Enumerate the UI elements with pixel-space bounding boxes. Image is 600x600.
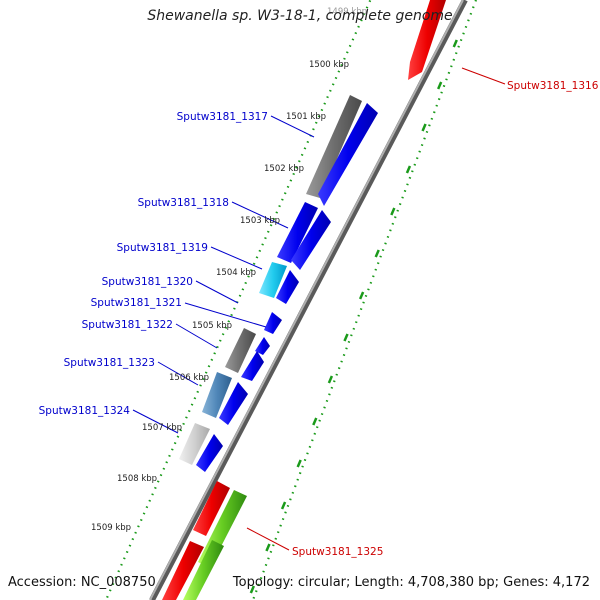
gene-sputw3181-1322-fwd[interactable] bbox=[255, 337, 270, 355]
gene-label-connector bbox=[461, 67, 506, 85]
gene-label[interactable]: Sputw3181_1319 bbox=[117, 242, 208, 254]
gene-sputw3181-1316[interactable] bbox=[408, 0, 446, 80]
gene-label-connector bbox=[210, 246, 263, 270]
ruler-tick-label: 1502 kbp bbox=[264, 164, 304, 174]
inner-rail-dash bbox=[280, 501, 287, 510]
accession-label: Accession: NC_008750 bbox=[8, 575, 156, 590]
gene-label[interactable]: Sputw3181_1317 bbox=[177, 111, 268, 123]
ruler-tick-label: 1500 kbp bbox=[309, 60, 349, 70]
gene-label[interactable]: Sputw3181_1322 bbox=[82, 319, 173, 331]
gene-forward-e[interactable] bbox=[219, 382, 248, 425]
inner-rail-dash bbox=[312, 417, 318, 426]
ruler-tick-label: 1508 kbp bbox=[117, 474, 157, 484]
gene-sputw3181-1324[interactable] bbox=[179, 423, 210, 465]
gene-label[interactable]: Sputw3181_1320 bbox=[102, 276, 193, 288]
gene-label-connector bbox=[246, 527, 290, 551]
inner-rail-dash bbox=[327, 375, 334, 384]
ruler-tick-label: 1503 kbp bbox=[240, 216, 280, 226]
ruler-tick-label: 1501 kbp bbox=[286, 112, 326, 122]
inner-rail-dash bbox=[265, 543, 271, 552]
gene-label[interactable]: Sputw3181_1321 bbox=[91, 297, 182, 309]
gene-features bbox=[162, 0, 446, 600]
gene-sputw3181-1318[interactable] bbox=[277, 202, 318, 263]
gene-label-connector bbox=[195, 280, 239, 304]
topology-label: Topology: circular; Length: 4,708,380 bp… bbox=[232, 575, 590, 590]
gene-sputw3181-1319[interactable] bbox=[259, 262, 287, 298]
gene-label-connector bbox=[270, 115, 315, 138]
backbone-line bbox=[149, 0, 468, 600]
gene-sputw3181-1323[interactable] bbox=[202, 372, 232, 418]
genome-title: Shewanella sp. W3-18-1, complete genome bbox=[147, 8, 453, 24]
gene-label[interactable]: Sputw3181_1318 bbox=[138, 197, 229, 209]
inner-rail-dash bbox=[296, 459, 302, 468]
gene-reverse-bottom-b[interactable] bbox=[162, 541, 204, 600]
gene-sputw3181-1322[interactable] bbox=[225, 328, 256, 373]
backbone-highlight bbox=[149, 0, 464, 600]
gene-forward-a[interactable] bbox=[318, 103, 378, 206]
inner-rail-dash bbox=[405, 165, 412, 174]
inner-rail-dash bbox=[249, 585, 255, 594]
gene-label[interactable]: Sputw3181_1323 bbox=[64, 357, 155, 369]
gene-label-connector bbox=[175, 323, 218, 349]
tick-rail-inner bbox=[251, 0, 478, 600]
inner-rail-dash bbox=[390, 207, 396, 216]
gene-labels: Sputw3181_1316 Sputw3181_1317 Sputw3181_13… bbox=[39, 80, 599, 558]
inner-rail-dash bbox=[437, 81, 443, 90]
gene-label-connector bbox=[157, 361, 199, 386]
inner-rail-dash bbox=[374, 249, 380, 258]
gene-label-connector bbox=[231, 201, 289, 229]
ruler-tick-label: 1507 kbp bbox=[142, 423, 182, 433]
gene-label[interactable]: Sputw3181_1316 bbox=[507, 80, 599, 92]
gene-label-connector bbox=[132, 409, 179, 434]
gene-label-connector bbox=[184, 302, 267, 328]
label-connectors bbox=[132, 67, 506, 551]
ruler-tick-label: 1506 kbp bbox=[169, 373, 209, 383]
ruler-tick-label: 1509 kbp bbox=[91, 523, 131, 533]
gene-sputw3181-1321[interactable] bbox=[264, 312, 282, 334]
gene-label[interactable]: Sputw3181_1324 bbox=[39, 405, 131, 417]
gene-label[interactable]: Sputw3181_1325 bbox=[292, 546, 383, 558]
inner-rail-dash bbox=[358, 291, 365, 300]
inner-rail-dash bbox=[421, 123, 427, 132]
gene-forward-f[interactable] bbox=[196, 434, 223, 472]
ruler-tick-label: 1499 kbp bbox=[327, 7, 367, 17]
inner-rail-dash bbox=[343, 333, 349, 342]
ruler-tick-labels: 1499 kbp 1500 kbp 1501 kbp 1502 kbp 1503 kbp… bbox=[91, 7, 367, 533]
gene-sputw3181-1317[interactable] bbox=[306, 95, 362, 198]
inner-rail-dash bbox=[452, 39, 458, 48]
gene-reverse-bottom-a[interactable] bbox=[193, 481, 230, 536]
ruler-tick-label: 1504 kbp bbox=[216, 268, 256, 278]
gene-forward-d[interactable] bbox=[241, 351, 264, 381]
ruler-tick-label: 1505 kbp bbox=[192, 321, 232, 331]
gene-forward-c[interactable] bbox=[276, 270, 299, 304]
inner-rail-dashes bbox=[249, 39, 458, 594]
gene-rna-bottom[interactable] bbox=[183, 540, 224, 600]
gene-forward-b[interactable] bbox=[291, 210, 331, 270]
